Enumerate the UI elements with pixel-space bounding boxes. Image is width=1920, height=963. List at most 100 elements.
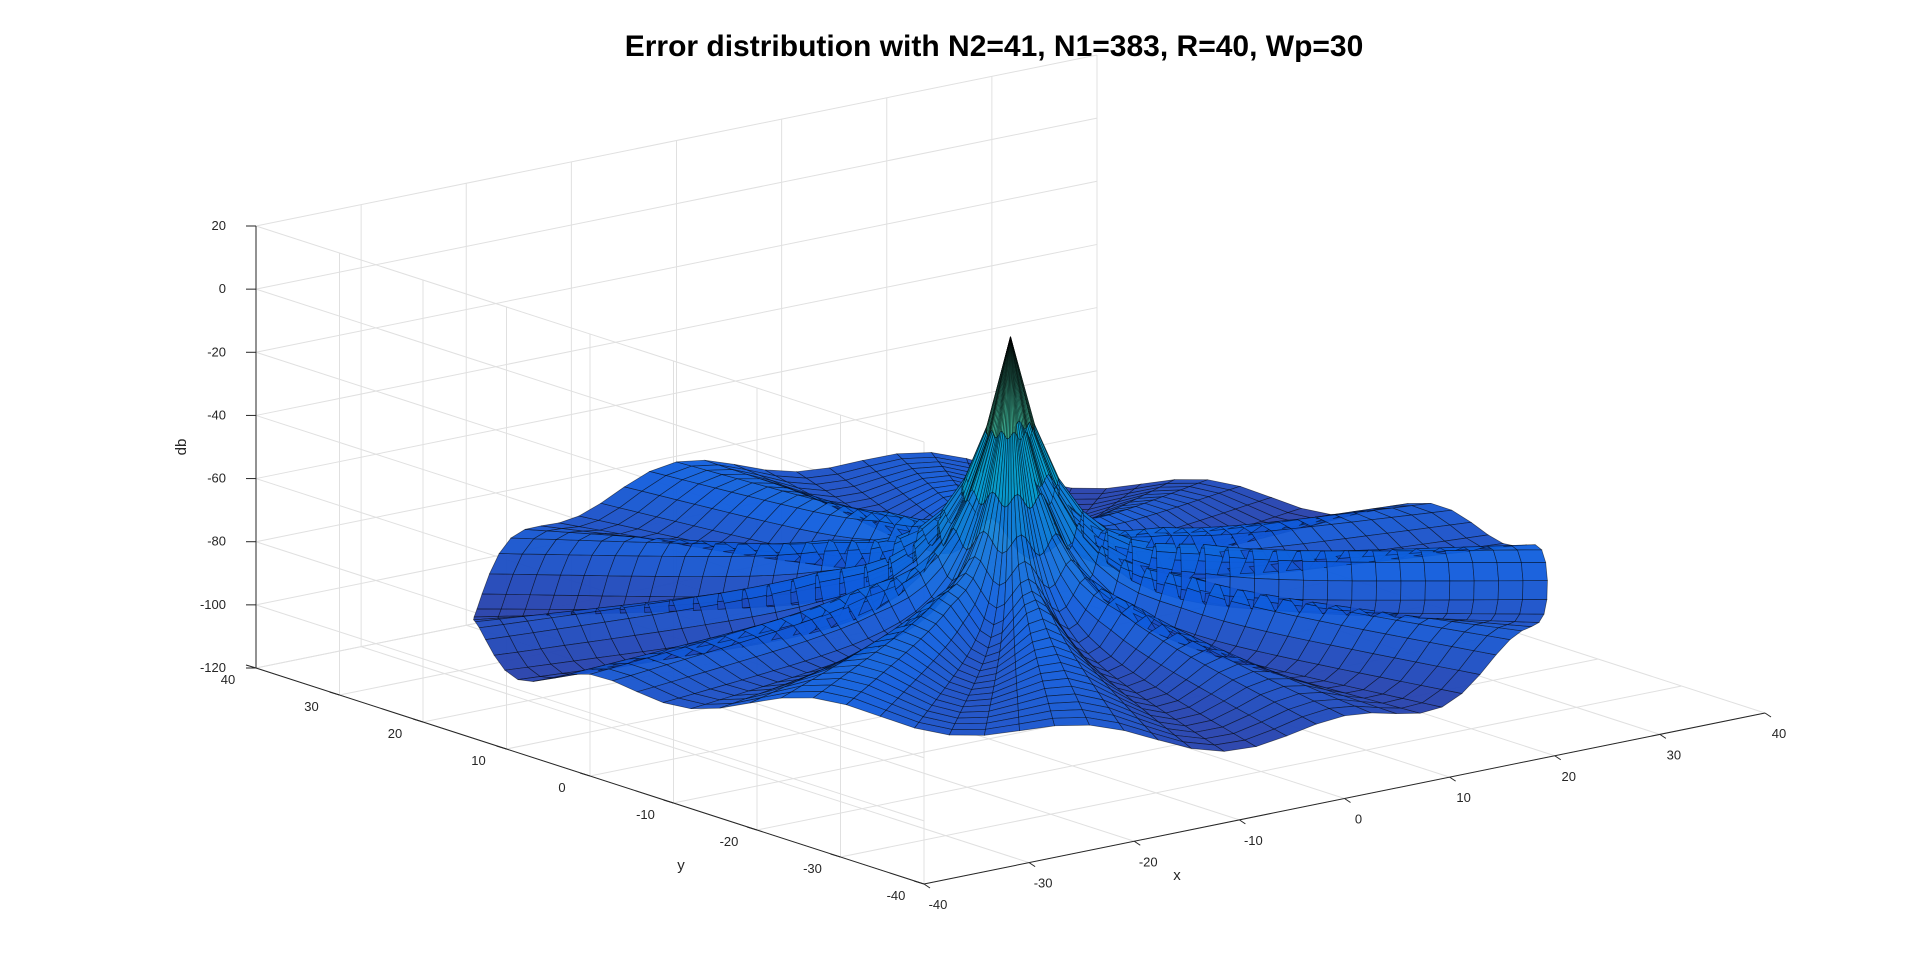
- surface-patch: [1327, 580, 1353, 601]
- surface-patch: [1470, 599, 1499, 615]
- tick-labels: -40-30-20-10010203040-40-30-20-100102030…: [200, 218, 1786, 912]
- y-tick: [746, 826, 758, 831]
- surface-patch: [1350, 561, 1377, 582]
- y-axis-label: y: [677, 857, 685, 874]
- grid-line: [255, 370, 1098, 543]
- x-tick: [1659, 733, 1667, 739]
- surface-patch: [549, 594, 579, 610]
- surface-patch: [1497, 580, 1524, 601]
- y-tick-label: -10: [636, 807, 655, 822]
- surface-patch: [1351, 580, 1377, 601]
- x-tick-label: 10: [1456, 790, 1470, 805]
- surface-patch: [500, 593, 531, 610]
- y-tick-label: 40: [221, 672, 235, 687]
- surface-patch: [1492, 549, 1522, 563]
- surface-patch: [1496, 562, 1524, 582]
- surface-patch: [1468, 549, 1498, 563]
- y-tick: [412, 718, 424, 723]
- x-tick: [1344, 798, 1351, 803]
- z-tick-label: 20: [212, 218, 226, 233]
- surface-patch: [1444, 550, 1474, 563]
- z-tick-label: -40: [207, 407, 226, 422]
- surface-patch: [1418, 612, 1448, 620]
- y-tick-label: -30: [803, 861, 822, 876]
- surface-patch: [1423, 562, 1451, 582]
- surface-patch: [1448, 562, 1475, 582]
- z-tick-label: -20: [207, 344, 226, 359]
- grid-line: [255, 117, 1098, 290]
- surface-patch: [951, 722, 988, 730]
- surface-patch: [954, 716, 989, 725]
- surface-patch: [1052, 716, 1091, 727]
- surface-patch: [1278, 579, 1304, 600]
- surface-patch: [1375, 561, 1402, 582]
- surface-patch: [1448, 580, 1475, 601]
- z-tick-label: -60: [207, 471, 226, 486]
- surface-patch: [525, 594, 555, 610]
- surface-patch: [1398, 599, 1426, 614]
- surface-patch: [1442, 613, 1472, 621]
- x-axis-label: x: [1173, 867, 1181, 884]
- y-tick: [913, 880, 925, 885]
- surface-patch: [1473, 580, 1499, 601]
- surface-patch: [1446, 599, 1475, 615]
- surface-patch: [1517, 549, 1547, 563]
- surface-patch: [1521, 562, 1548, 582]
- surface-patch: [1472, 562, 1499, 582]
- axis-labels: x y db: [173, 439, 1181, 884]
- x-tick-label: -20: [1139, 854, 1158, 869]
- x-tick: [1764, 712, 1772, 718]
- z-axis-label: db: [173, 439, 190, 456]
- surface-patch: [948, 728, 986, 736]
- grid-line: [255, 307, 1098, 480]
- y-tick: [496, 745, 507, 750]
- error-surface: [472, 336, 1548, 752]
- surface-patch: [1519, 599, 1548, 615]
- surface-patch: [473, 608, 502, 618]
- y-tick-label: -20: [720, 834, 739, 849]
- surface-patch: [1050, 709, 1087, 719]
- y-tick-label: 0: [558, 780, 565, 795]
- x-tick: [1449, 776, 1456, 782]
- surface-patch: [1424, 580, 1451, 601]
- surface-patch: [1510, 544, 1543, 551]
- grid-line: [255, 288, 925, 506]
- surface-patch: [773, 553, 802, 576]
- surface-patch: [1514, 613, 1545, 623]
- y-tick-label: 10: [471, 753, 485, 768]
- x-tick: [923, 883, 931, 889]
- x-tick-label: -30: [1034, 876, 1053, 891]
- grid-line: [255, 604, 925, 822]
- x-tick-label: -40: [929, 897, 948, 912]
- y-tick: [663, 799, 674, 804]
- z-tick-label: -80: [207, 534, 226, 549]
- y-tick: [329, 691, 340, 696]
- surface-patch: [1399, 562, 1426, 582]
- x-tick-label: 40: [1772, 726, 1786, 741]
- x-tick-label: -10: [1244, 833, 1263, 848]
- x-tick: [1554, 755, 1562, 761]
- x-tick: [1133, 840, 1141, 846]
- y-tick-label: 20: [388, 726, 402, 741]
- surface-patch: [1495, 599, 1523, 615]
- x-tick-label: 20: [1562, 769, 1576, 784]
- y-tick: [830, 853, 841, 858]
- surface-patch: [1068, 487, 1108, 495]
- surface-patch: [497, 608, 527, 617]
- grid-line: [255, 243, 1098, 416]
- x-tick-label: 30: [1667, 747, 1681, 762]
- y-tick-label: 30: [304, 699, 318, 714]
- grid-line: [255, 225, 925, 443]
- y-tick: [579, 772, 591, 777]
- z-tick-label: -120: [200, 660, 226, 675]
- x-tick-label: 0: [1355, 812, 1362, 827]
- surface-patch: [1373, 599, 1402, 614]
- z-tick-label: -100: [200, 597, 226, 612]
- chart-title: Error distribution with N2=41, N1=383, R…: [624, 30, 1364, 63]
- grid-line: [255, 180, 1098, 353]
- surface-patch: [673, 576, 704, 598]
- surface-patch: [573, 595, 603, 610]
- z-tick-label: 0: [219, 281, 226, 296]
- y-tick-label: -40: [887, 888, 906, 903]
